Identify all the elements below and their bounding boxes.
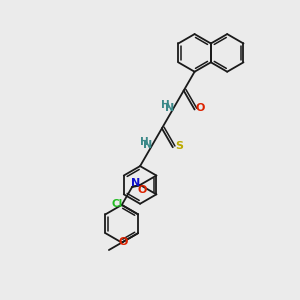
Text: N: N: [165, 103, 174, 112]
Text: H: H: [161, 100, 170, 110]
Text: N: N: [143, 140, 153, 150]
Text: S: S: [176, 141, 184, 151]
Text: N: N: [130, 178, 140, 188]
Text: H: H: [140, 137, 148, 147]
Text: O: O: [137, 185, 147, 195]
Text: Cl: Cl: [111, 200, 122, 209]
Text: O: O: [196, 103, 205, 113]
Text: O: O: [119, 237, 128, 247]
